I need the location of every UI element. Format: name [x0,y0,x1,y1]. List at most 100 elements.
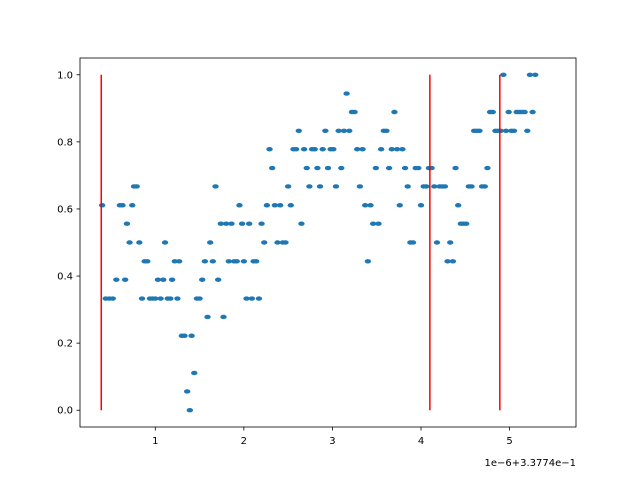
data-point [481,184,488,189]
data-point [263,203,271,208]
data-point [199,277,206,282]
data-point [521,109,528,115]
data-point [354,147,361,152]
data-point [157,296,164,301]
data-point [431,184,438,189]
data-point [399,147,406,152]
data-point [356,184,364,189]
data-point [204,314,211,320]
data-point [388,147,395,152]
data-point [207,240,214,245]
data-point [303,165,310,171]
data-point [98,203,106,208]
data-point [401,165,409,171]
data-point [168,277,176,282]
data-point [287,203,294,208]
data-point [383,128,390,133]
x-tick-label: 4 [418,436,424,447]
data-point [191,370,198,376]
data-point [222,221,230,226]
data-point [452,165,459,171]
data-point [500,72,507,77]
data-point [367,203,374,208]
data-point [330,147,337,152]
data-point [238,221,246,226]
x-tick-label: 1 [152,436,158,447]
x-tick-label: 5 [506,436,512,447]
data-point [502,128,510,133]
y-tick-label: 1.0 [57,70,73,81]
data-point [133,184,140,189]
data-point [186,408,194,413]
data-point [359,147,366,152]
data-point [274,240,281,245]
data-point [314,165,321,171]
data-point [176,259,183,264]
data-point [113,277,120,282]
data-point [196,296,203,301]
data-point [269,165,276,171]
data-point [385,165,393,171]
data-point [183,389,191,394]
data-point [324,165,332,171]
data-point [284,184,292,189]
data-point [209,259,217,264]
data-point [447,240,454,245]
data-point [362,203,369,208]
data-point [212,184,219,189]
data-point [393,147,401,152]
x-tick-label: 3 [329,436,335,447]
data-point [311,147,318,152]
data-point [121,277,129,282]
data-point [415,165,422,171]
data-point [316,184,324,189]
data-point [253,259,260,264]
data-point [455,203,462,208]
data-point [228,221,235,226]
data-point [449,259,457,264]
data-point [441,184,449,189]
data-point [119,203,126,208]
data-point [417,203,425,208]
data-point [489,109,496,115]
y-tick-label: 0.4 [57,272,73,283]
data-point [152,296,159,301]
data-point [375,221,382,226]
data-point [233,259,240,264]
data-point [298,221,305,226]
data-point [372,165,380,171]
data-point [109,296,116,301]
data-point [220,314,227,320]
data-point [409,240,417,245]
data-point [167,296,174,301]
data-point [319,147,326,152]
data-point [377,147,385,152]
data-point [243,296,250,301]
data-point [225,259,232,264]
data-point [282,240,289,245]
data-point [126,240,133,245]
data-point [346,128,353,133]
data-point [423,184,430,189]
data-point [351,109,358,115]
data-point [526,72,534,77]
data-point [255,296,263,301]
data-point [181,333,188,338]
data-point [154,277,162,282]
data-point [462,221,470,226]
data-point [160,277,167,282]
data-point [332,184,340,189]
data-point [484,165,491,171]
data-point [240,259,248,264]
data-point [217,221,225,226]
data-point [245,221,253,226]
y-axis: 0.0 0.2 0.4 0.6 0.8 1.0 [57,70,80,417]
data-point [404,184,411,189]
data-point [524,128,531,133]
data-point [258,221,265,226]
data-point [266,147,273,152]
y-tick-label: 0.0 [57,406,73,417]
data-point [505,109,512,115]
data-point [171,259,178,264]
